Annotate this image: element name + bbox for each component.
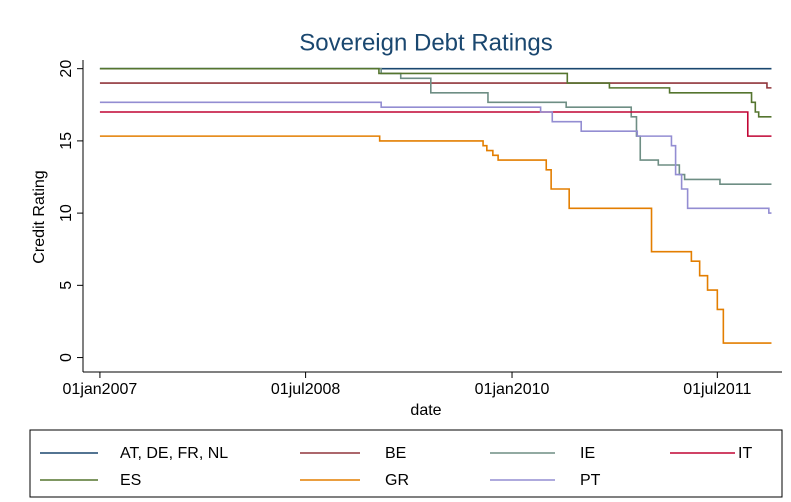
series-line xyxy=(99,67,772,186)
y-tick-label: 0 xyxy=(58,353,75,362)
legend-label: IE xyxy=(580,445,595,462)
legend-label: IT xyxy=(738,445,752,462)
legend-label: BE xyxy=(385,445,406,462)
legend-label: PT xyxy=(580,472,601,489)
x-axis-label: date xyxy=(410,402,441,419)
y-tick-label: 15 xyxy=(58,132,75,150)
y-tick-label: 10 xyxy=(58,204,75,222)
series-line xyxy=(99,135,772,344)
x-tick-label: 01jan2007 xyxy=(63,381,138,398)
legend-label: AT, DE, FR, NL xyxy=(120,445,228,462)
x-tick-label: 01jul2011 xyxy=(683,381,751,398)
x-tick-label: 01jul2008 xyxy=(271,381,341,398)
series-line xyxy=(99,82,772,89)
series-line xyxy=(99,111,772,137)
legend-label: ES xyxy=(120,472,141,489)
y-tick-label: 5 xyxy=(58,281,75,290)
legend-box xyxy=(29,429,783,498)
y-axis-label: Credit Rating xyxy=(31,170,48,263)
chart-title: Sovereign Debt Ratings xyxy=(299,29,552,56)
series-line xyxy=(99,67,772,118)
legend-label: GR xyxy=(385,472,409,489)
y-tick-label: 20 xyxy=(58,60,75,78)
x-tick-label: 01jan2010 xyxy=(475,381,550,398)
series-line xyxy=(99,101,772,214)
